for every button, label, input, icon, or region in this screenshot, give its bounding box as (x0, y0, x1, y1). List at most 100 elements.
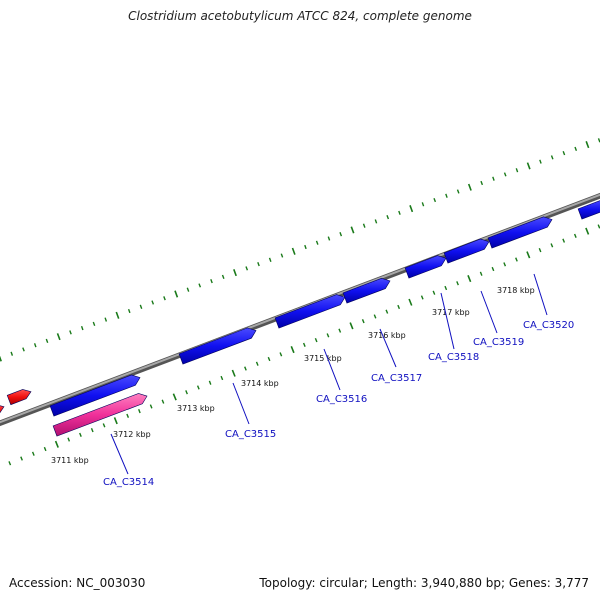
gene-arrow[interactable] (274, 294, 346, 329)
tick-mark (408, 298, 413, 306)
gene-arrow-red[interactable] (0, 405, 5, 417)
tick-mark (362, 223, 366, 228)
tick-mark (480, 180, 484, 186)
tick-mark (233, 269, 237, 277)
tick-mark (22, 347, 25, 352)
tick-mark (267, 356, 271, 362)
tick-mark (526, 251, 531, 259)
tick-mark (326, 333, 330, 338)
tick-mark (550, 243, 554, 248)
tick-mark (208, 380, 212, 385)
tick-mark (479, 271, 483, 276)
tick-mark (0, 355, 2, 362)
tick-mark (186, 287, 190, 292)
tick-mark (220, 375, 224, 381)
tick-label: 3712 kbp (113, 430, 151, 439)
tick-rings (0, 138, 600, 471)
tick-mark (503, 172, 507, 177)
tick-mark (304, 244, 307, 250)
tick-mark (231, 369, 236, 377)
tick-mark (291, 247, 296, 255)
gene-leader-line (440, 292, 455, 350)
tick-mark (257, 261, 260, 267)
tick-mark (115, 311, 120, 319)
tick-mark (69, 330, 72, 335)
tick-mark (20, 456, 23, 461)
tick-mark (67, 437, 71, 442)
tick-mark (467, 275, 472, 283)
tick-mark (585, 141, 590, 149)
gene-label[interactable]: CA_C3520 (523, 320, 574, 331)
gene-leader-line (480, 290, 498, 334)
tick-mark (290, 346, 295, 354)
tick-mark (33, 343, 37, 348)
tick-mark (104, 317, 108, 322)
gene-leader-line (379, 328, 397, 368)
tick-mark (597, 224, 600, 229)
gene-label[interactable]: CA_C3515 (225, 429, 276, 440)
gene-arrow[interactable] (178, 327, 257, 365)
tick-mark (539, 159, 542, 164)
gene-label[interactable]: CA_C3517 (371, 373, 422, 384)
gene-arrow-red[interactable] (6, 389, 32, 406)
gene-label[interactable]: CA_C3518 (428, 352, 479, 363)
tick-label: 3713 kbp (177, 404, 215, 413)
tick-mark (421, 202, 425, 207)
tick-mark (385, 309, 389, 314)
tick-mark (315, 240, 319, 245)
tick-mark (339, 232, 343, 237)
inner-tick-row (0, 224, 600, 471)
gene-arrow[interactable] (404, 255, 447, 279)
genome-summary: Topology: circular; Length: 3,940,880 bp… (259, 576, 589, 590)
tick-label: 3714 kbp (241, 379, 279, 388)
gene-track[interactable] (0, 200, 600, 437)
tick-mark (492, 176, 495, 181)
tick-mark (397, 304, 401, 310)
tick-mark (573, 233, 577, 238)
tick-mark (338, 328, 342, 333)
tick-mark (349, 322, 354, 330)
gene-label[interactable]: CA_C3519 (473, 337, 524, 348)
tick-label: 3711 kbp (51, 456, 89, 465)
gene-leader-line (232, 382, 250, 425)
tick-mark (126, 413, 130, 418)
tick-mark (409, 205, 414, 213)
tick-mark (373, 314, 377, 319)
tick-label: 3717 kbp (432, 308, 470, 317)
tick-mark (432, 290, 436, 295)
tick-mark (151, 300, 155, 305)
gene-label[interactable]: CA_C3516 (316, 394, 367, 405)
tick-mark (386, 215, 390, 220)
gene-label[interactable]: CA_C3514 (103, 477, 154, 488)
tick-mark (45, 338, 49, 344)
gene-labels[interactable]: CA_C3514 CA_C3515 CA_C3516 CA_C3517 CA_C3518… (103, 273, 574, 488)
tick-mark (420, 295, 424, 300)
tick-mark (196, 385, 200, 390)
gene-arrow[interactable] (577, 200, 600, 220)
gene-arrow[interactable] (487, 216, 553, 249)
tick-mark (198, 283, 202, 288)
tick-mark (515, 168, 519, 173)
tick-mark (445, 193, 448, 198)
tick-mark (221, 274, 225, 280)
tick-mark (444, 285, 448, 291)
tick-mark (456, 189, 460, 194)
tick-mark (8, 461, 12, 466)
tick-mark (31, 451, 35, 456)
gene-arrow[interactable] (342, 277, 391, 304)
tick-mark (92, 321, 96, 326)
tick-mark (161, 399, 165, 404)
gene-arrow[interactable] (49, 374, 141, 417)
tick-mark (467, 183, 472, 191)
tick-mark (374, 219, 378, 224)
gene-leader-line (110, 433, 129, 475)
tick-mark (90, 427, 94, 433)
gene-arrow-highlight[interactable] (52, 393, 148, 437)
tick-mark (279, 352, 283, 357)
tick-mark (562, 150, 566, 156)
tick-mark (491, 266, 495, 272)
gene-arrow[interactable] (443, 238, 490, 264)
tick-mark (185, 390, 188, 395)
tick-mark (302, 342, 306, 347)
